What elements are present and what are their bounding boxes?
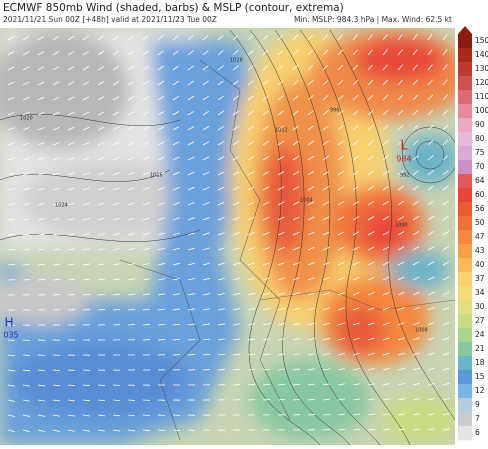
barb <box>38 279 45 280</box>
barb <box>98 309 105 310</box>
colorbar-swatch <box>458 230 472 244</box>
run-info: 2021/11/21 Sun 00Z [+48h] valid at 2021/… <box>3 15 217 24</box>
barb <box>248 384 255 385</box>
colorbar-label: 60 <box>475 190 485 199</box>
colorbar-label: 7 <box>475 414 480 423</box>
colorbar-label: 37 <box>475 274 485 283</box>
colorbar-swatch <box>458 244 472 258</box>
colorbar-label: 90 <box>475 120 485 129</box>
colorbar-label: 100 <box>475 106 488 115</box>
colorbar-arrow <box>458 26 472 34</box>
barb <box>188 430 195 431</box>
colorbar-swatch <box>458 426 472 440</box>
colorbar-swatch <box>458 300 472 314</box>
colorbar-swatch <box>458 272 472 286</box>
colorbar-swatch <box>458 62 472 76</box>
colorbar-label: 75 <box>475 148 485 157</box>
colorbar-swatch <box>458 412 472 426</box>
colorbar-label: 80 <box>475 134 485 143</box>
colorbar-label: 130 <box>475 64 488 73</box>
title: ECMWF 850mb Wind (shaded, barbs) & MSLP … <box>3 2 344 14</box>
colorbar-swatch <box>458 188 472 202</box>
colorbar-swatch <box>458 216 472 230</box>
barb <box>158 339 165 340</box>
colorbar-label: 50 <box>475 218 485 227</box>
barb <box>8 340 15 341</box>
colorbar-swatch <box>458 48 472 62</box>
colorbar-label: 110 <box>475 92 488 101</box>
colorbar-swatch <box>458 76 472 90</box>
colorbar-label: 150 <box>475 36 488 45</box>
colorbar-label: 9 <box>475 400 480 409</box>
isobar-label: 1004 <box>300 198 313 204</box>
barb <box>68 370 75 371</box>
colorbar-swatch <box>458 398 472 412</box>
colorbar-swatch <box>458 342 472 356</box>
colorbar-label: 30 <box>475 302 485 311</box>
barb <box>128 324 135 325</box>
low-value: 984 <box>396 155 411 164</box>
high-value: 035 <box>3 331 18 340</box>
colorbar-swatch <box>458 328 472 342</box>
isobar-label: 1000 <box>395 223 408 229</box>
colorbar-swatch <box>458 258 472 272</box>
barb <box>128 400 135 401</box>
colorbar-label: 64 <box>475 176 485 185</box>
low-symbol: L <box>400 139 408 154</box>
high-symbol: H <box>4 316 13 330</box>
colorbar-label: 21 <box>475 344 485 353</box>
colorbar-label: 47 <box>475 232 485 241</box>
colorbar-label: 120 <box>475 78 488 87</box>
isobar-label: 1028 <box>230 58 243 64</box>
colorbar: 150 140 130 120 110 100 90 80 75 70 64 60 56 50 47 43 40… <box>458 34 488 440</box>
isobar-label: 1012 <box>275 128 288 134</box>
colorbar-swatch <box>458 174 472 188</box>
colorbar-swatch <box>458 160 472 174</box>
colorbar-label: 40 <box>475 260 485 269</box>
barb <box>188 354 195 355</box>
colorbar-swatch <box>458 104 472 118</box>
colorbar-label: 140 <box>475 50 488 59</box>
colorbar-swatch <box>458 132 472 146</box>
colorbar-label: 70 <box>475 162 485 171</box>
colorbar-swatch <box>458 314 472 328</box>
isobar-label: 1008 <box>415 328 428 334</box>
colorbar-label: 24 <box>475 330 485 339</box>
barb <box>158 415 165 416</box>
isobar-label: 996 <box>330 108 340 114</box>
colorbar-label: 27 <box>475 316 485 325</box>
stats: Min. MSLP: 984.3 hPa | Max. Wind: 62.5 k… <box>294 15 452 24</box>
colorbar-swatch <box>458 118 472 132</box>
barb <box>278 399 285 400</box>
colorbar-swatch <box>458 384 472 398</box>
colorbar-swatch <box>458 202 472 216</box>
colorbar-label: 43 <box>475 246 485 255</box>
isobar-label: 992 <box>400 173 410 179</box>
colorbar-swatch <box>458 356 472 370</box>
colorbar-label: 6 <box>475 428 480 437</box>
colorbar-swatch <box>458 34 472 48</box>
barb <box>218 369 225 370</box>
isobar-label: 1024 <box>55 203 68 209</box>
colorbar-label: 56 <box>475 204 485 213</box>
isobar-label: 1020 <box>20 116 33 122</box>
barb <box>8 264 15 265</box>
colorbar-label: 18 <box>475 358 485 367</box>
isobar-label: 1016 <box>150 173 163 179</box>
colorbar-swatch <box>458 90 472 104</box>
barb <box>338 429 345 430</box>
barb <box>308 414 315 415</box>
colorbar-swatch <box>458 370 472 384</box>
colorbar-swatch <box>458 286 472 300</box>
map: 1020 1012 1004 996 992 1000 1008 1024 1016 1028 L… <box>0 28 470 445</box>
colorbar-label: 15 <box>475 372 485 381</box>
barb <box>98 385 105 386</box>
colorbar-label: 34 <box>475 288 485 297</box>
colorbar-label: 12 <box>475 386 485 395</box>
colorbar-swatch <box>458 146 472 160</box>
barb <box>38 355 45 356</box>
barb <box>68 294 75 295</box>
